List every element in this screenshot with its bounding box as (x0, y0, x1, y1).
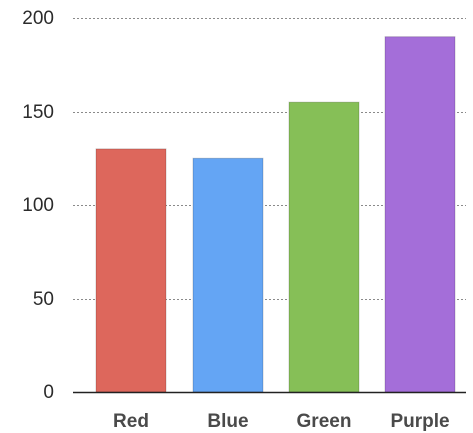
y-tick-label: 100 (22, 195, 54, 216)
y-tick-label: 150 (22, 102, 54, 123)
bar-layer (95, 36, 456, 393)
y-tick-labels: 0 50 100 150 200 (22, 8, 54, 403)
y-tick-label: 50 (33, 289, 54, 310)
x-tick-label-red: Red (113, 411, 149, 432)
x-tick-label-blue: Blue (207, 411, 248, 432)
bar-blue (192, 157, 264, 393)
bar-red (95, 148, 167, 393)
bar-purple (384, 36, 456, 393)
y-tick-label: 200 (22, 8, 54, 29)
y-tick-label: 0 (43, 382, 54, 403)
x-tick-labels: Red Blue Green Purple (113, 411, 450, 432)
x-tick-label-purple: Purple (390, 411, 449, 432)
bar-green (288, 101, 360, 393)
x-tick-label-green: Green (297, 411, 352, 432)
